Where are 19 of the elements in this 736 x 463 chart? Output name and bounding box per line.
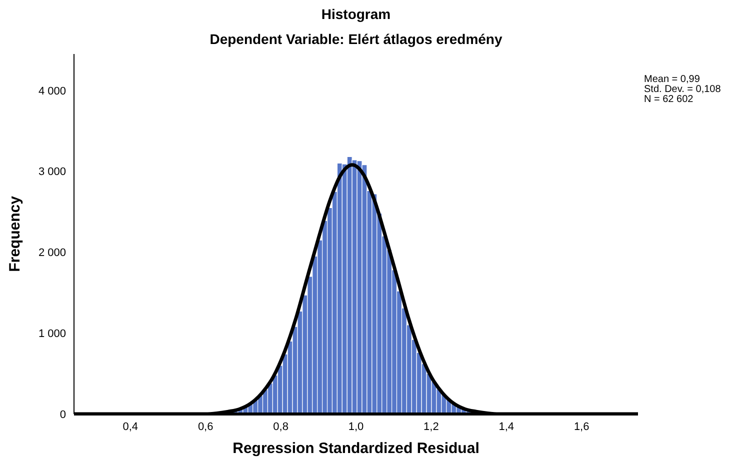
y-tick-label: 2 000: [38, 247, 66, 260]
chart-subtitle: Dependent Variable: Elért átlagos eredmény: [208, 31, 504, 47]
text: Std. Dev. = 0,108: [644, 84, 721, 95]
chart-title: Histogram: [320, 6, 392, 22]
x-tick-label: 1,2: [424, 420, 439, 433]
x-tick-label: 0,8: [273, 420, 288, 433]
y-tick-label: 0: [60, 408, 66, 421]
y-axis-title: Frequency: [6, 195, 24, 272]
x-tick-label: 0,6: [198, 420, 214, 433]
x-axis-title: Regression Standardized Residual: [232, 440, 480, 457]
x-tick-label: 1,0: [348, 420, 364, 433]
x-tick-label: 0,4: [122, 420, 138, 433]
y-tick-label: 1 000: [38, 328, 66, 340]
y-tick-label: 3 000: [38, 166, 66, 178]
x-tick-label: 1,6: [574, 420, 590, 433]
y-tick-label: 4 000: [38, 85, 66, 98]
text: Mean = 0,99: [644, 74, 701, 85]
x-tick-label: 1,4: [498, 420, 514, 433]
text: N = 62 602: [644, 94, 694, 105]
